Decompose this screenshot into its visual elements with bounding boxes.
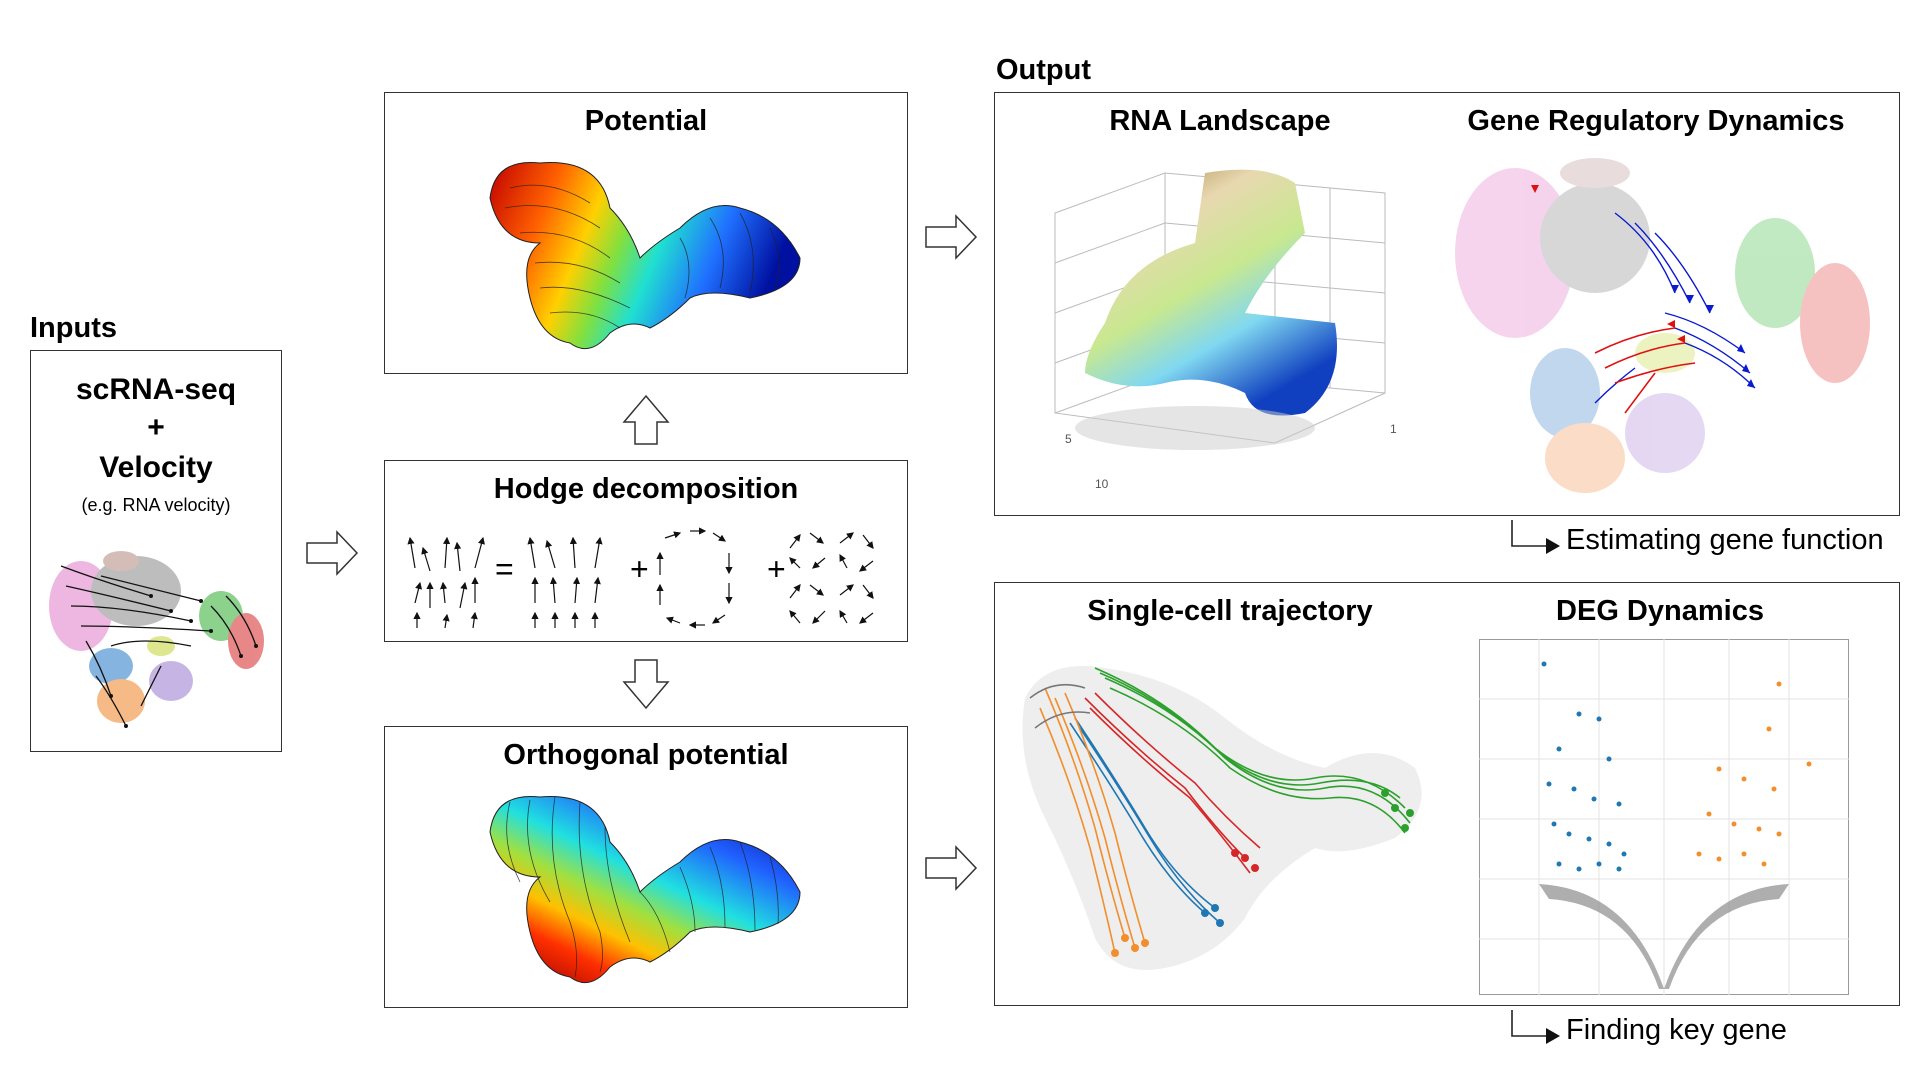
output-bottom-box: Single-cell trajectory DEG Dynamics [994,582,1900,1006]
inputs-line2: Velocity [99,451,213,484]
callout-arrow-icon [1511,520,1560,554]
flow-arrow-output-bottom [925,845,978,891]
callout-bottom-text: Finding key gene [1566,1013,1787,1046]
orthogonal-title: Orthogonal potential [503,739,789,771]
callout-top-text: Estimating gene function [1566,523,1884,556]
inputs-header: Inputs [30,312,117,344]
callout-estimating-gene-function: Estimating gene function [1510,518,1884,562]
equation-plus-2: + [767,551,786,587]
single-cell-trajectory-plot [1022,666,1422,970]
grn-dynamics-title: Gene Regulatory Dynamics [1467,105,1845,137]
trajectory-title: Single-cell trajectory [1087,595,1373,627]
output-header: Output [996,54,1092,86]
velocity-umap-plot [49,551,264,728]
callout-arrow-icon [1511,1010,1560,1044]
hodge-title: Hodge decomposition [493,473,799,505]
flow-arrow-inputs [306,530,359,576]
inputs-plus: + [147,411,165,444]
potential-box: Potential [384,92,908,374]
potential-title: Potential [584,105,708,137]
axis-tick-5: 5 [1065,432,1072,446]
inputs-line1: scRNA-seq [75,373,237,406]
hodge-equation-diagram [407,527,874,629]
equation-plus-1: + [630,551,649,587]
inputs-box: scRNA-seq + Velocity (e.g. RNA velocity) [30,350,282,752]
flow-arrow-down [622,659,670,710]
axis-tick-1: 1 [1390,422,1397,436]
axis-tick-10: 10 [1095,477,1109,491]
orthogonal-landscape-plot [489,795,801,984]
rna-landscape-3d-plot: 5 10 1 [1054,169,1397,491]
potential-landscape-plot [489,161,801,350]
inputs-note: (e.g. RNA velocity) [81,495,231,515]
deg-volcano-plot [1479,639,1849,995]
equation-equals: = [495,551,514,587]
deg-dynamics-title: DEG Dynamics [1556,595,1764,627]
rna-landscape-title: RNA Landscape [1109,105,1331,137]
gene-regulatory-dynamics-plot [1455,158,1870,493]
callout-finding-key-gene: Finding key gene [1510,1008,1787,1052]
flow-arrow-up [622,394,670,445]
hodge-box: Hodge decomposition [384,460,908,642]
orthogonal-box: Orthogonal potential [384,726,908,1008]
flow-arrow-output-top [925,214,978,260]
output-top-box: RNA Landscape Gene Regulatory Dynamics [994,92,1900,516]
